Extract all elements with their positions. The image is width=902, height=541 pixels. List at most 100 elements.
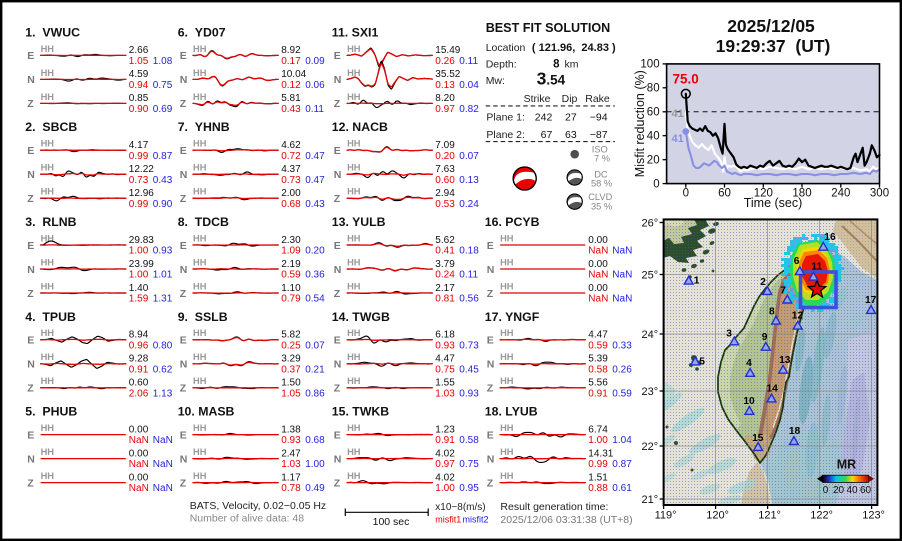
svg-text:0.91: 0.91 bbox=[435, 435, 455, 446]
svg-text:1.10: 1.10 bbox=[281, 283, 301, 294]
svg-text:8: 8 bbox=[553, 58, 560, 70]
svg-text:HH: HH bbox=[347, 471, 361, 481]
svg-text:HH: HH bbox=[500, 423, 514, 433]
svg-text:E: E bbox=[27, 240, 34, 252]
svg-text:20: 20 bbox=[647, 155, 660, 167]
svg-text:1.03: 1.03 bbox=[281, 459, 301, 470]
svg-text:HH: HH bbox=[500, 352, 514, 362]
svg-text:N: N bbox=[487, 264, 495, 276]
svg-text:0.90: 0.90 bbox=[153, 199, 173, 210]
svg-text:1.51: 1.51 bbox=[588, 472, 608, 483]
svg-text:0.75: 0.75 bbox=[435, 364, 455, 375]
svg-text:E: E bbox=[487, 240, 494, 252]
svg-text:3.29: 3.29 bbox=[281, 354, 301, 365]
svg-text:35 %: 35 % bbox=[591, 201, 612, 211]
svg-text:0.97: 0.97 bbox=[435, 104, 455, 115]
svg-text:4.02: 4.02 bbox=[435, 448, 455, 459]
svg-text:16: 16 bbox=[824, 232, 836, 243]
svg-text:N: N bbox=[487, 453, 495, 465]
svg-text:E: E bbox=[334, 50, 341, 62]
svg-text:E: E bbox=[180, 240, 187, 252]
svg-text:Z: Z bbox=[180, 193, 187, 205]
svg-text:Time (sec): Time (sec) bbox=[744, 196, 803, 210]
svg-text:5: 5 bbox=[699, 357, 705, 368]
svg-text:Z: Z bbox=[27, 193, 34, 205]
svg-text:NaN: NaN bbox=[153, 483, 173, 494]
svg-text:3: 3 bbox=[726, 328, 732, 339]
svg-text:27: 27 bbox=[565, 112, 577, 124]
svg-text:0.43: 0.43 bbox=[153, 175, 173, 186]
svg-text:12. NACB: 12. NACB bbox=[332, 120, 388, 134]
svg-text:Result generation time:: Result generation time: bbox=[500, 501, 608, 513]
svg-text:0.37: 0.37 bbox=[281, 364, 301, 375]
svg-text:HH: HH bbox=[41, 68, 55, 78]
svg-text:0.69: 0.69 bbox=[153, 104, 173, 115]
svg-text:15.49: 15.49 bbox=[435, 45, 460, 56]
svg-text:−94: −94 bbox=[590, 112, 608, 124]
svg-text:4.17: 4.17 bbox=[129, 140, 149, 151]
svg-text:0.91: 0.91 bbox=[129, 364, 149, 375]
svg-text:0.06: 0.06 bbox=[305, 80, 325, 91]
svg-text:0.93: 0.93 bbox=[153, 246, 173, 257]
svg-text:0.79: 0.79 bbox=[281, 294, 301, 305]
svg-text:Location: Location bbox=[486, 42, 526, 54]
svg-text:HH: HH bbox=[347, 233, 361, 243]
svg-text:75.0: 75.0 bbox=[673, 72, 699, 87]
svg-text:0.43: 0.43 bbox=[305, 199, 325, 210]
svg-text:0.99: 0.99 bbox=[129, 199, 149, 210]
svg-text:N: N bbox=[180, 359, 188, 371]
svg-text:HH: HH bbox=[347, 44, 361, 54]
svg-text:8.94: 8.94 bbox=[129, 330, 149, 341]
svg-text:0.60: 0.60 bbox=[435, 175, 455, 186]
svg-text:2025/12/05: 2025/12/05 bbox=[727, 16, 815, 36]
svg-text:1.08: 1.08 bbox=[153, 56, 173, 67]
svg-text:0.72: 0.72 bbox=[281, 151, 301, 162]
svg-text:120°: 120° bbox=[706, 510, 729, 522]
svg-text:0.00: 0.00 bbox=[588, 283, 608, 294]
svg-text:0.97: 0.97 bbox=[435, 459, 455, 470]
svg-text:E: E bbox=[180, 335, 187, 347]
svg-text:Number of alive data: 48: Number of alive data: 48 bbox=[190, 512, 305, 524]
svg-text:2.06: 2.06 bbox=[129, 388, 149, 399]
svg-text:2.19: 2.19 bbox=[281, 259, 301, 270]
svg-text:0.93: 0.93 bbox=[459, 388, 479, 399]
svg-text:Misfit reduction (%): Misfit reduction (%) bbox=[633, 70, 647, 177]
svg-text:HH: HH bbox=[193, 68, 207, 78]
svg-text:8: 8 bbox=[769, 307, 775, 318]
svg-text:8.92: 8.92 bbox=[281, 45, 301, 56]
svg-text:14. TWGB: 14. TWGB bbox=[332, 310, 390, 324]
svg-text:12: 12 bbox=[792, 311, 804, 322]
svg-text:5.81: 5.81 bbox=[281, 93, 301, 104]
svg-text:41: 41 bbox=[672, 133, 684, 145]
svg-text:HH: HH bbox=[41, 423, 55, 433]
svg-text:17: 17 bbox=[865, 295, 877, 306]
svg-text:NaN: NaN bbox=[612, 294, 632, 305]
svg-text:0.68: 0.68 bbox=[281, 199, 301, 210]
svg-text:7. YHNB: 7. YHNB bbox=[178, 120, 230, 134]
svg-text:2.94: 2.94 bbox=[435, 188, 455, 199]
svg-text:Z: Z bbox=[180, 98, 187, 110]
svg-text:N: N bbox=[180, 169, 188, 181]
svg-text:6.74: 6.74 bbox=[588, 424, 608, 435]
svg-text:0.59: 0.59 bbox=[588, 340, 608, 351]
svg-text:22°: 22° bbox=[641, 441, 658, 453]
svg-text:HH: HH bbox=[347, 92, 361, 102]
svg-text:HH: HH bbox=[193, 139, 207, 149]
svg-text:MR: MR bbox=[837, 458, 856, 472]
svg-text:1.01: 1.01 bbox=[153, 270, 173, 281]
svg-text:123°: 123° bbox=[862, 510, 885, 522]
svg-text:0.73: 0.73 bbox=[281, 175, 301, 186]
svg-text:60: 60 bbox=[860, 485, 872, 496]
svg-text:N: N bbox=[27, 453, 35, 465]
svg-text:HH: HH bbox=[41, 139, 55, 149]
svg-text:HH: HH bbox=[193, 92, 207, 102]
svg-text:60: 60 bbox=[647, 107, 660, 119]
svg-text:0.11: 0.11 bbox=[459, 270, 478, 281]
svg-text:3. RLNB: 3. RLNB bbox=[25, 215, 76, 229]
svg-text:NaN: NaN bbox=[129, 459, 149, 470]
svg-text:1.05: 1.05 bbox=[281, 388, 301, 399]
svg-text:HH: HH bbox=[347, 376, 361, 386]
svg-text:N: N bbox=[334, 264, 342, 276]
svg-text:Z: Z bbox=[487, 288, 494, 300]
svg-text:0.73: 0.73 bbox=[129, 175, 149, 186]
